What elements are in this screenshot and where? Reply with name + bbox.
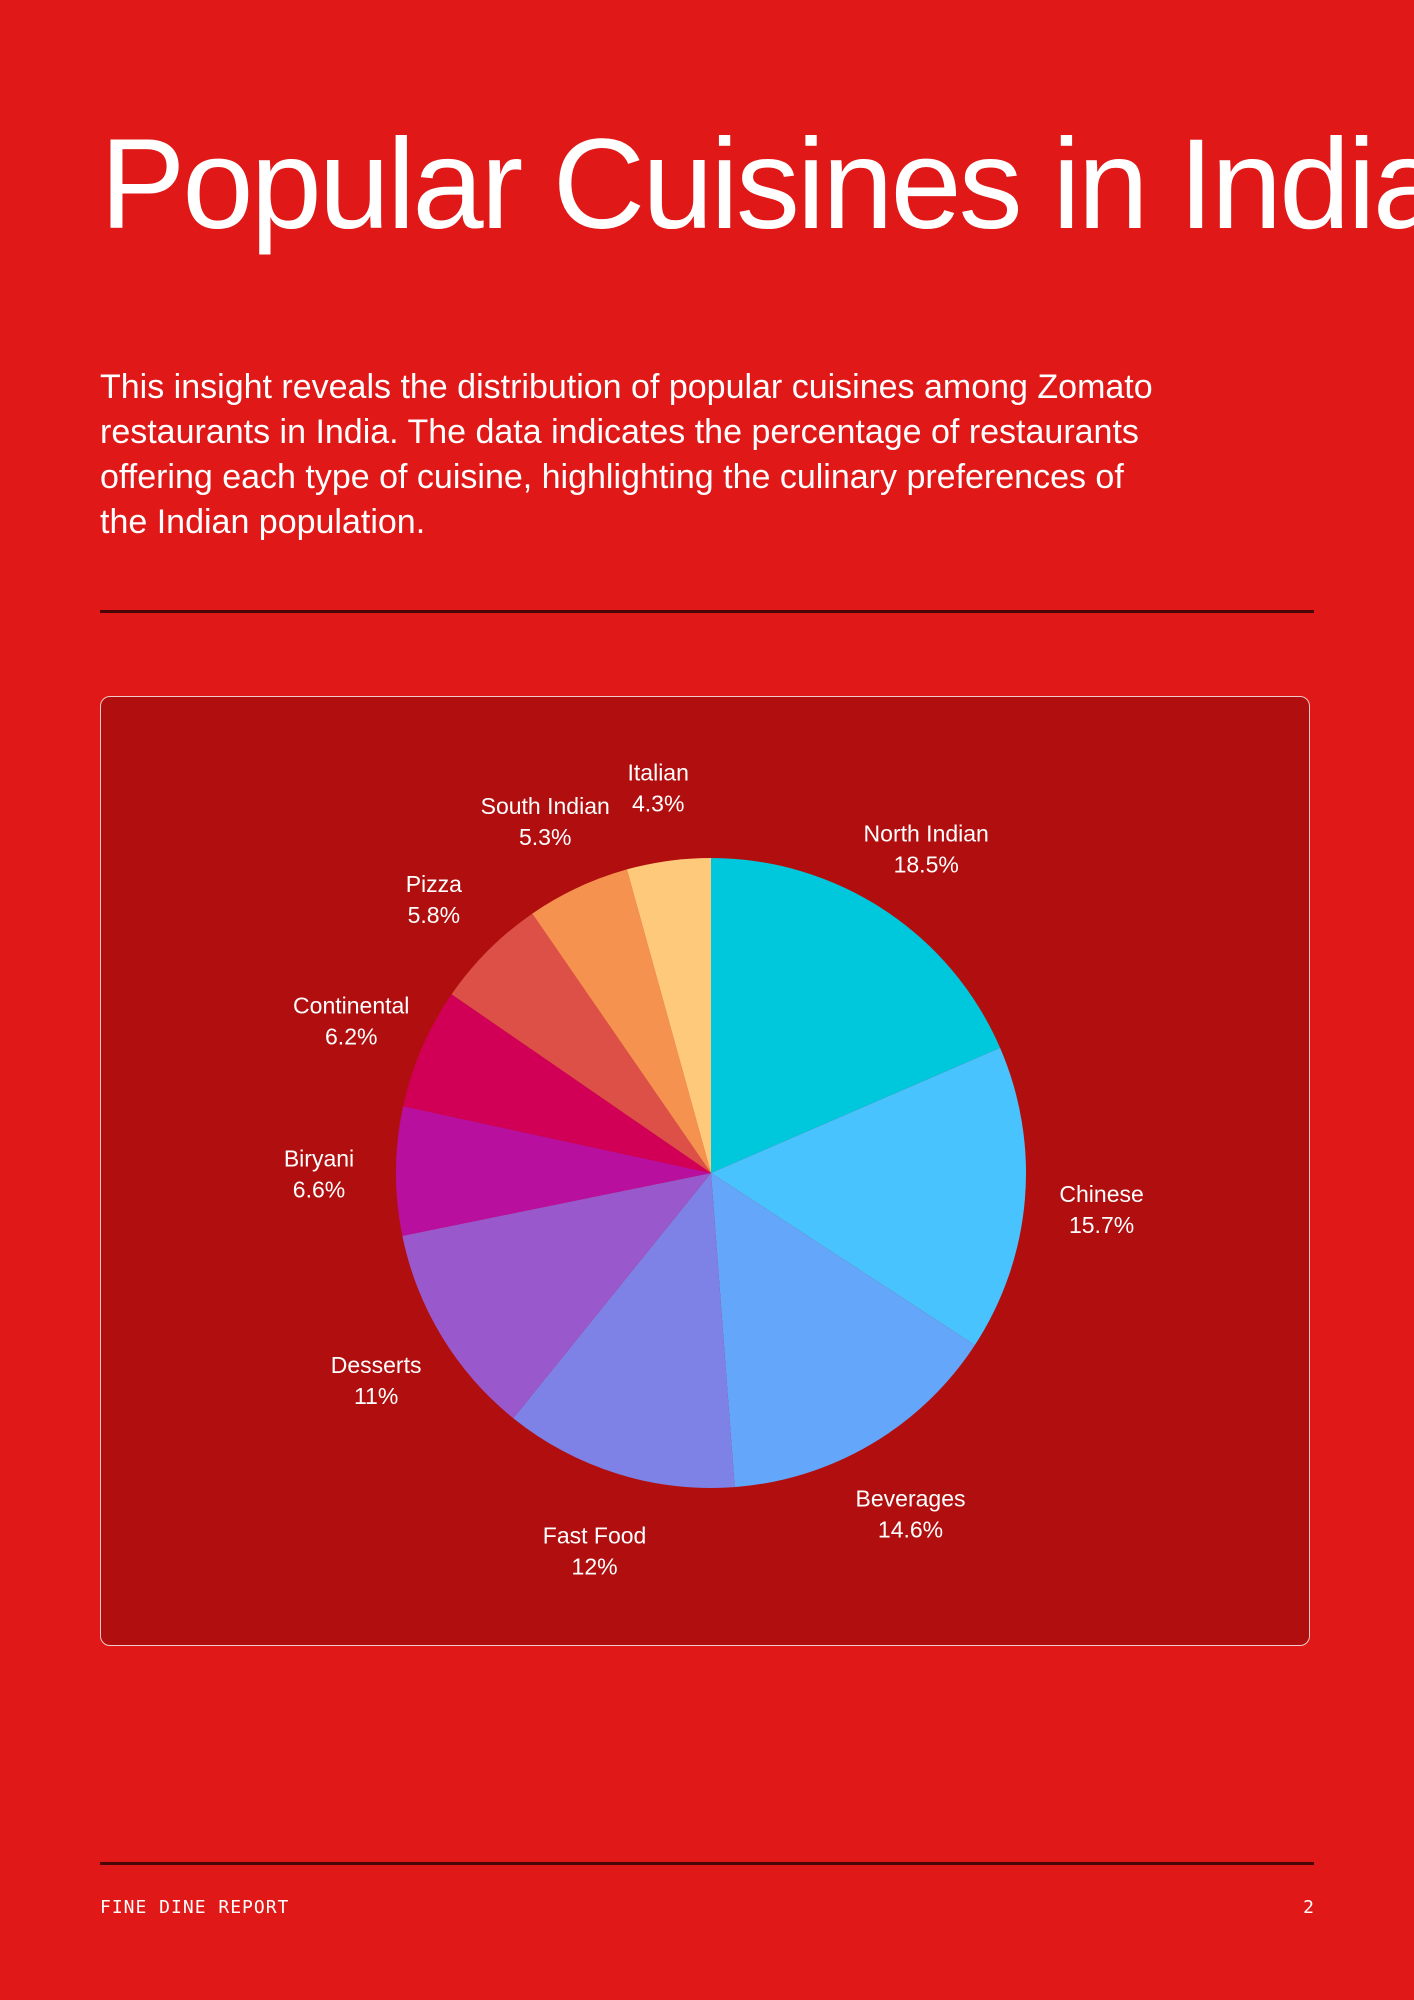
footer-page-number: 2 <box>1303 1897 1314 1918</box>
pie-slice-continental <box>403 994 711 1173</box>
pie-chart: North Indian 18.5% Chinese 15.7% Beverages 14… <box>284 760 1144 1580</box>
pie-slice-pizza <box>451 913 711 1173</box>
pie-slice-beverages <box>711 1173 975 1488</box>
page-title: Popular Cuisines in India <box>100 113 1414 256</box>
slice-label-south-indian: South Indian <box>481 793 610 819</box>
slice-label-desserts: Desserts <box>331 1352 422 1378</box>
pie-slice-north-indian <box>711 858 1001 1173</box>
slice-label-north-indian: North Indian <box>864 820 989 846</box>
top-divider <box>100 610 1314 613</box>
intro-paragraph: This insight reveals the distribution of… <box>100 368 1153 541</box>
slice-label-pizza: Pizza <box>406 871 462 897</box>
slice-label-continental: Continental <box>293 992 409 1018</box>
pie-slice-italian <box>626 858 711 1173</box>
slice-value-chinese: 15.7% <box>1069 1212 1134 1238</box>
slice-value-south-indian: 5.3% <box>519 824 571 850</box>
slice-value-beverages: 14.6% <box>878 1516 943 1542</box>
slice-label-italian: Italian <box>628 760 689 786</box>
slice-value-desserts: 11% <box>354 1383 398 1409</box>
slice-value-pizza: 5.8% <box>408 902 460 928</box>
slice-value-continental: 6.2% <box>325 1023 377 1049</box>
slice-label-beverages: Beverages <box>856 1485 966 1511</box>
pie-slice-desserts <box>402 1173 711 1419</box>
pie-slice-biryani <box>396 1106 711 1236</box>
pie-slice-chinese <box>711 1047 1026 1346</box>
slice-value-fast-food: 12% <box>572 1553 618 1579</box>
slice-value-north-indian: 18.5% <box>894 851 959 877</box>
pie-slice-fast-food <box>513 1173 735 1488</box>
footer-report-label: FINE DINE REPORT <box>100 1897 290 1918</box>
slice-label-chinese: Chinese <box>1059 1181 1143 1207</box>
chart-panel: North Indian 18.5% Chinese 15.7% Beverages 14… <box>100 696 1310 1646</box>
slice-value-italian: 4.3% <box>632 791 684 817</box>
slice-label-fast-food: Fast Food <box>543 1522 647 1548</box>
slice-value-biryani: 6.6% <box>293 1177 345 1203</box>
slice-label-biryani: Biryani <box>284 1146 354 1172</box>
bottom-divider <box>100 1862 1314 1865</box>
pie-slice-south-indian <box>532 869 711 1173</box>
